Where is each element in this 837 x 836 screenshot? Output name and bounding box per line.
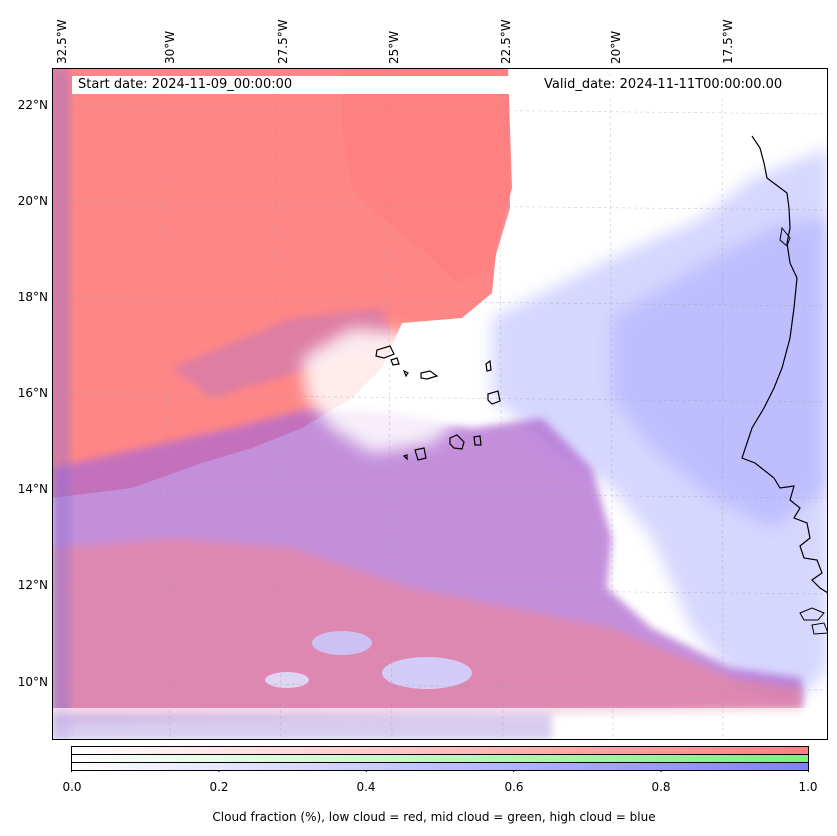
lon-tick-label: 25°W xyxy=(387,30,401,64)
colorbar-tick-label: 0.4 xyxy=(356,780,376,794)
colorbar-ticks xyxy=(71,771,809,772)
lon-tick-label: 22.5°W xyxy=(499,19,513,64)
lat-tick-label: 16°N xyxy=(17,386,48,400)
low-cloud-south-overlay xyxy=(52,538,802,718)
colorbar-tick-label: 1.0 xyxy=(798,780,818,794)
lat-tick-label: 10°N xyxy=(17,675,48,689)
map-frame xyxy=(52,68,828,740)
clear-patch xyxy=(265,672,309,688)
gridlines xyxy=(52,68,828,740)
lon-tick-label: 20°W xyxy=(609,30,623,64)
colorbar-tick-label: 0.2 xyxy=(209,780,229,794)
clear-gap xyxy=(302,328,472,453)
lat-tick-label: 12°N xyxy=(17,578,48,592)
bottom-edge-purple xyxy=(52,714,552,740)
coastline-detail xyxy=(811,622,828,635)
clear-patch xyxy=(382,657,472,689)
left-edge-fade xyxy=(52,68,70,740)
colorbar-mid-cloud xyxy=(71,754,809,763)
cloud-field xyxy=(52,68,828,740)
valid-date-label: Valid_date: 2024-11-11T00:00:00.00 xyxy=(538,76,806,94)
lon-tick-label: 30°W xyxy=(163,30,177,64)
lat-tick-label: 18°N xyxy=(17,290,48,304)
low-cloud-north-strip xyxy=(342,68,510,283)
coastline-detail xyxy=(779,226,791,247)
colorbar-low-cloud xyxy=(71,746,809,755)
colorbar-tick-label: 0.6 xyxy=(504,780,524,794)
colorbar-caption: Cloud fraction (%), low cloud = red, mid… xyxy=(212,810,656,824)
lon-tick-label: 17.5°W xyxy=(721,19,735,64)
lon-tick-label: 32.5°W xyxy=(55,19,69,64)
high-cloud-east-core xyxy=(612,218,828,528)
purple-streaks xyxy=(172,308,392,398)
lat-tick-label: 14°N xyxy=(17,482,48,496)
lon-tick-label: 27.5°W xyxy=(276,19,290,64)
cape-verde-islands xyxy=(375,345,501,461)
lat-tick-label: 20°N xyxy=(17,194,48,208)
cloud-map xyxy=(52,68,828,740)
colorbar-high-cloud xyxy=(71,762,809,771)
lat-tick-label: 22°N xyxy=(17,98,48,112)
colorbar xyxy=(71,746,809,772)
africa-coastline xyxy=(741,135,828,594)
clear-patch xyxy=(312,631,372,655)
colorbar-tick-label: 0.8 xyxy=(651,780,671,794)
colorbar-tick-label: 0.0 xyxy=(62,780,82,794)
coastline-detail xyxy=(799,607,825,621)
start-date-label: Start date: 2024-11-09_00:00:00 xyxy=(72,76,518,94)
